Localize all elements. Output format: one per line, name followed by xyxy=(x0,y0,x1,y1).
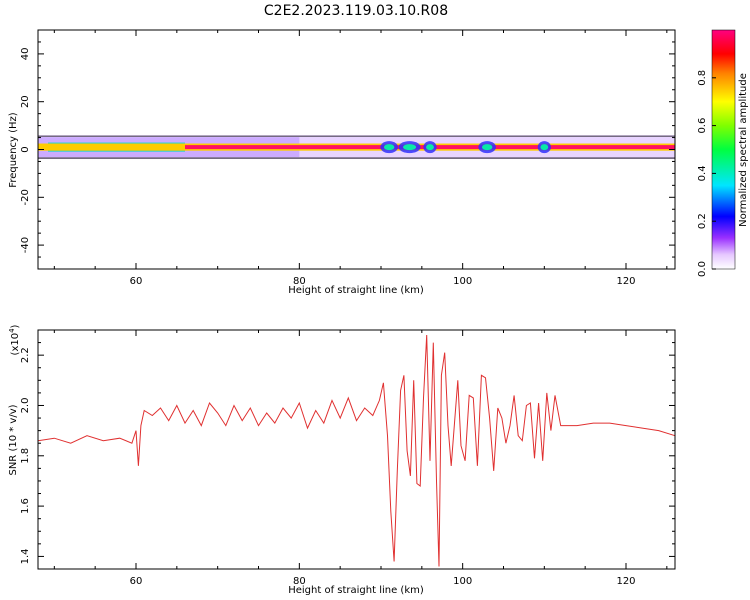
spectrogram-panel: 60 80 100 120 -40 -20 0 20 40 Height of straigh… xyxy=(8,29,676,296)
snr-x-axis-label: Height of straight line (km) xyxy=(288,585,424,596)
snr-y-tick-label: 1.4 xyxy=(20,548,31,564)
colorbar-ticks: 0.0 0.2 0.4 0.6 0.8 xyxy=(697,70,716,277)
spectrogram-y-tick-label: -20 xyxy=(20,189,31,205)
colorbar-tick-label: 0.2 xyxy=(697,213,708,229)
spectrogram-x-tick-label: 120 xyxy=(616,276,635,287)
spectrogram-blob-core xyxy=(383,144,395,151)
figure-title: C2E2.2023.119.03.10.R08 xyxy=(264,3,448,19)
snr-y-tick-label: 1.8 xyxy=(20,448,31,464)
snr-x-tick-label: 60 xyxy=(130,576,143,587)
snr-series-line xyxy=(37,334,676,567)
spectrogram-frame xyxy=(37,29,676,270)
spectrogram-blob-core xyxy=(426,144,434,151)
colorbar-tick-label: 0.8 xyxy=(697,70,708,86)
snr-x-tick-label: 80 xyxy=(293,576,306,587)
spectrogram-y-tick-label: 20 xyxy=(20,95,31,108)
spectrogram-blob-core xyxy=(481,144,493,151)
spectrogram-x-tick-label: 100 xyxy=(453,276,472,287)
snr-y-tick-label: 2.0 xyxy=(20,398,31,414)
snr-y-tick-label: 1.6 xyxy=(20,498,31,514)
snr-y-ticks: 1.4 1.6 1.8 2.0 2.2 xyxy=(20,329,675,564)
snr-x-tick-label: 100 xyxy=(453,576,472,587)
colorbar-gradient xyxy=(711,29,736,270)
spectrogram-y-tick-label: 40 xyxy=(20,48,31,61)
spectrogram-y-axis-label: Frequency (Hz) xyxy=(8,112,19,188)
spectrogram-band xyxy=(38,135,675,160)
spectrogram-x-ticks: 60 80 100 120 xyxy=(53,30,668,287)
snr-panel: 60 80 100 120 1.4 1.6 1.8 2.0 2.2 Height of str… xyxy=(8,324,676,596)
spectrogram-x-tick-label: 60 xyxy=(130,276,143,287)
spectrogram-blob-core xyxy=(540,144,549,151)
snr-y-tick-label: 2.2 xyxy=(20,347,31,363)
colorbar-label: Normalized spectral amplitude xyxy=(738,73,749,227)
spectrogram-x-axis-label: Height of straight line (km) xyxy=(288,285,424,296)
colorbar-tick-label: 0.6 xyxy=(697,118,708,134)
snr-x-tick-label: 120 xyxy=(616,576,635,587)
spectrogram-blob-core xyxy=(403,144,417,151)
snr-frame xyxy=(37,329,676,570)
spectrogram-y-tick-label: -40 xyxy=(20,237,31,253)
colorbar-tick-label: 0.4 xyxy=(697,165,708,181)
colorbar-tick-label: 0.0 xyxy=(697,261,708,277)
spectrogram-y-ticks: -40 -20 0 20 40 xyxy=(20,41,675,258)
snr-y-axis-label: SNR (10 * v/v) xyxy=(8,404,19,475)
snr-y-multiplier: (x104) xyxy=(8,324,21,355)
spectrogram-x-tick-label: 80 xyxy=(293,276,306,287)
snr-x-ticks: 60 80 100 120 xyxy=(53,330,668,587)
colorbar: 0.0 0.2 0.4 0.6 0.8 Normalized spectral ampl… xyxy=(697,29,749,277)
spectrogram-y-tick-label: 0 xyxy=(20,146,31,152)
